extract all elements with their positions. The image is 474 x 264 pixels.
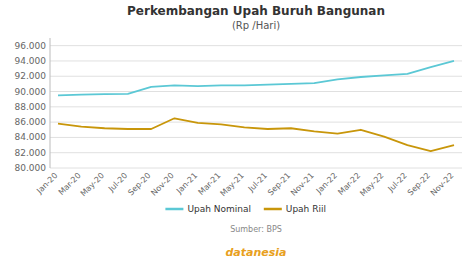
legend: Upah Nominal Upah Riil	[165, 204, 326, 214]
x-tick-label: Nov-20	[149, 171, 175, 197]
subtitle: (Rp /Hari)	[232, 20, 280, 31]
x-tick-label: Nov-22	[429, 171, 455, 197]
grid-line	[50, 137, 462, 138]
y-tick-label: 80.000	[15, 163, 47, 173]
title: Perkembangan Upah Buruh Bangunan	[127, 4, 385, 18]
series-line	[58, 118, 454, 151]
x-tick-label: Jan-20	[34, 171, 59, 196]
y-tick-label: 84.000	[15, 132, 47, 142]
legend-label: Upah Riil	[286, 204, 326, 214]
grid-line	[50, 60, 462, 61]
grid-line	[50, 106, 462, 107]
x-tick-label: Jan-21	[174, 171, 199, 196]
chart: Perkembangan Upah Buruh Bangunan (Rp /Har…	[0, 0, 474, 264]
y-axis-line	[50, 38, 51, 168]
legend-label: Upah Nominal	[187, 204, 251, 214]
series-line	[58, 61, 454, 95]
x-tick-label: Jan-22	[314, 171, 339, 196]
y-tick-label: 88.000	[15, 102, 47, 112]
x-tick-label: Nov-21	[289, 171, 315, 197]
y-tick-label: 96.000	[15, 41, 47, 51]
y-tick-label: 90.000	[15, 87, 47, 97]
x-tick-label: Sep-20	[126, 171, 152, 197]
grid-line	[50, 168, 462, 169]
legend-swatch	[264, 208, 282, 211]
x-tick-label: Sep-22	[406, 171, 432, 197]
x-tick-label: May-22	[358, 171, 385, 198]
source: Sumber: BPS	[230, 225, 282, 234]
y-tick-label: 92.000	[15, 71, 47, 81]
grid-line	[50, 45, 462, 46]
grid	[50, 46, 462, 168]
grid-line	[50, 91, 462, 92]
grid-line	[50, 152, 462, 153]
x-tick-label: Sep-21	[266, 171, 292, 197]
lines	[58, 61, 454, 151]
grid-line	[50, 76, 462, 77]
brand: datanesia	[225, 246, 286, 259]
y-tick-label: 86.000	[15, 117, 47, 127]
grid-line	[50, 122, 462, 123]
legend-swatch	[165, 208, 183, 211]
x-tick-label: May-21	[219, 171, 246, 198]
y-tick-label: 82.000	[15, 148, 47, 158]
x-tick-label: May-20	[79, 171, 106, 198]
y-tick-label: 94.000	[15, 56, 47, 66]
